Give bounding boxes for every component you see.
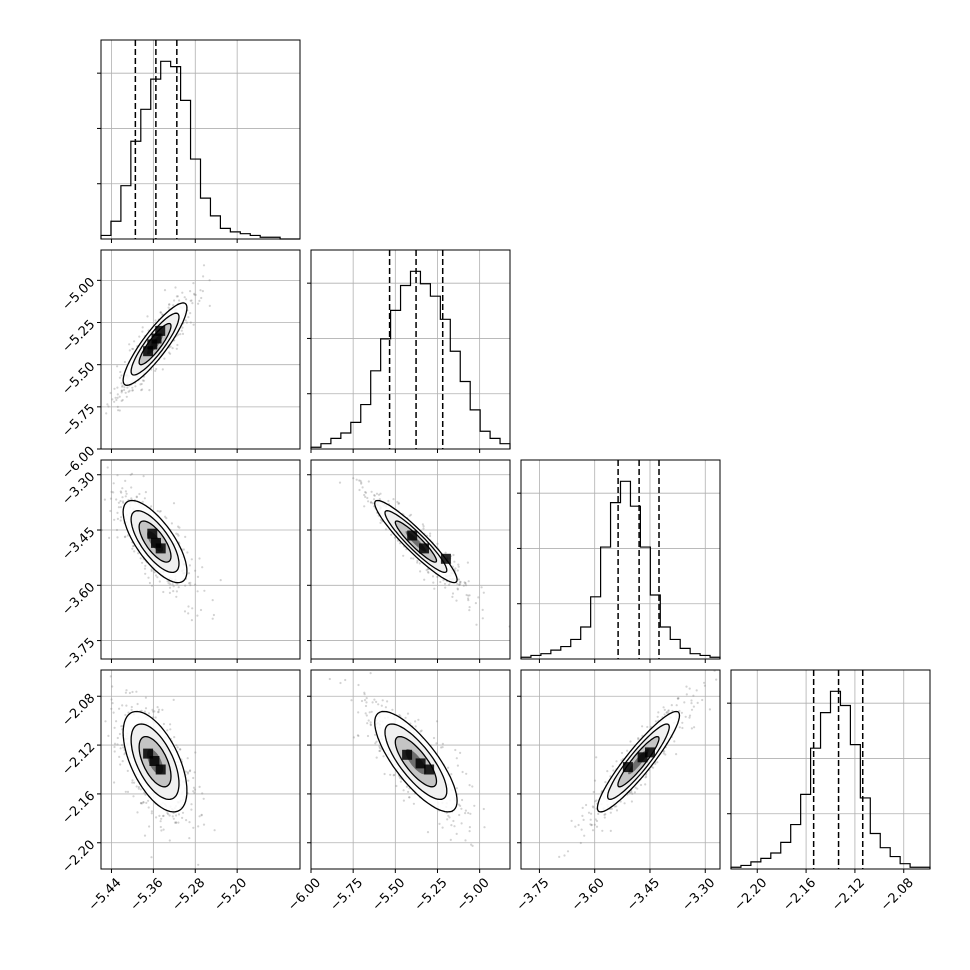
panel-frame [100,249,301,450]
y-tick-label: −2.08 [60,691,99,730]
y-tick-label: −2.12 [60,740,99,779]
contour-line-2 [130,723,180,801]
x-tick-label: −5.44 [86,875,125,914]
density-peak [155,325,166,336]
x-tick-label: −5.28 [170,875,209,914]
density-peak [143,346,154,357]
density-peak [407,530,418,541]
histogram-panel-2 [307,249,511,450]
contour-line-1 [617,735,660,788]
contour-line-3 [122,499,188,584]
y-tick-label: −2.20 [60,837,99,876]
y-tick-label: −5.50 [60,359,99,398]
x-tick-label: −2.12 [829,875,868,914]
y-tick-label: −5.25 [60,317,99,356]
histogram-panel-3 [517,459,721,660]
histogram-step-3 [520,480,721,659]
x-tick-label: −5.36 [128,875,167,914]
density-peak [155,764,166,775]
density-peak [415,758,426,769]
x-tick-label: −5.50 [370,875,409,914]
contour-line-3 [374,710,458,813]
x-tick-label: −3.30 [680,875,719,914]
panel-frame [100,459,301,660]
scatter-panel-2-4 [310,669,511,870]
histogram-panel-1 [97,39,301,240]
panel-frame [520,669,721,870]
contour-line-1 [394,735,438,788]
density-peak [151,333,162,344]
contour-line-2 [606,723,670,801]
density-peak [147,339,158,350]
scatter-panel-3-4 [520,669,721,870]
contour-line-3 [122,302,188,386]
density-peak [143,748,154,759]
scatter-panel-2-3 [310,459,511,660]
y-tick-label: −2.16 [60,789,99,828]
panel-frame [730,669,931,870]
x-tick-label: −5.75 [327,875,366,914]
x-tick-label: −3.60 [569,875,608,914]
contour-line-1 [138,322,172,366]
x-tick-label: −3.45 [624,875,663,914]
scatter-panel-1-4 [100,669,301,870]
density-peak [151,537,161,548]
y-tick-label: −3.45 [60,525,99,564]
x-tick-label: −5.25 [412,875,451,914]
panel-frame [310,249,511,450]
density-peak [402,749,413,760]
contour-line-1 [138,735,172,788]
scatter-panel-1-3 [100,459,301,660]
contour-line-2 [384,510,448,574]
y-tick-label: −5.00 [60,275,99,314]
x-tick-label: −2.20 [732,875,771,914]
y-tick-label: −5.75 [60,402,99,441]
x-tick-label: −5.20 [211,875,250,914]
scatter-panel-1-2 [100,249,301,450]
density-peak [424,764,435,775]
histogram-step-4 [730,690,931,869]
y-tick-label: −3.60 [60,580,99,619]
contour-line-3 [596,710,681,813]
contour-line-2 [130,510,180,574]
density-peak [622,762,633,773]
density-peak [147,528,158,539]
y-tick-label: −3.75 [60,635,99,674]
panel-frame [100,669,301,870]
contour-line-3 [374,499,458,584]
contour-line-1 [394,520,438,563]
histogram-step-2 [310,270,511,449]
contour-line-1 [138,520,172,563]
density-peak [149,756,160,766]
histogram-panel-4 [727,669,931,870]
density-peak [637,752,648,763]
histogram-step-1 [100,60,300,240]
contour-line-2 [130,312,180,376]
x-tick-label: −6.00 [285,875,324,914]
density-peak [155,543,166,554]
x-tick-label: −2.16 [780,875,819,914]
panel-frame [520,459,721,660]
panel-frame [310,459,511,660]
x-tick-label: −5.00 [454,875,493,914]
x-tick-label: −3.75 [514,875,553,914]
contour-line-2 [384,723,448,801]
panel-frame [310,669,511,870]
contour-line-3 [122,710,188,813]
density-peak [645,747,655,758]
panel-frame [100,39,301,240]
x-tick-label: −2.08 [878,875,917,914]
density-peak [419,543,429,554]
